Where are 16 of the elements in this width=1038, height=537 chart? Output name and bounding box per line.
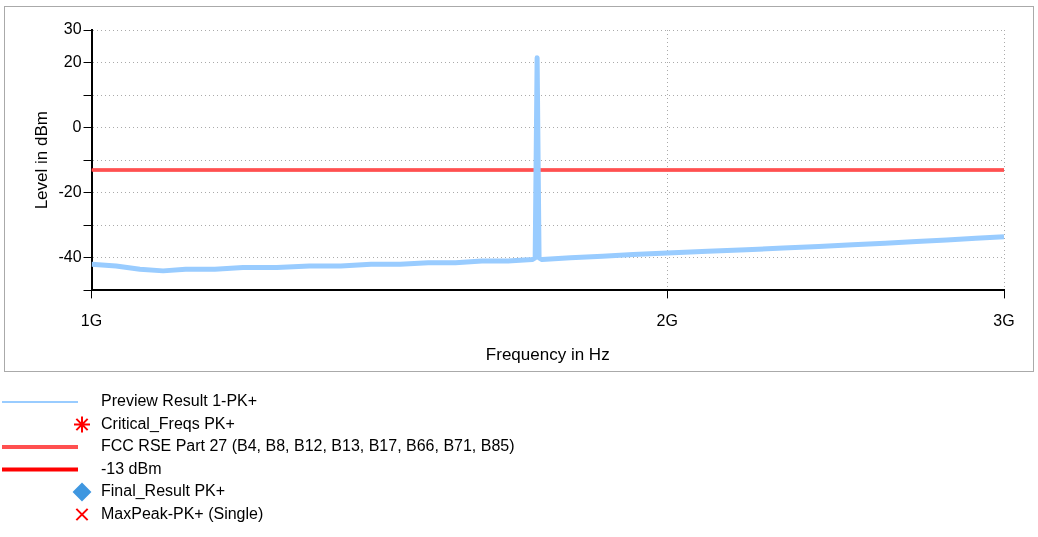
y-tick-label: -20 [58, 183, 82, 201]
legend-label: MaxPeak-PK+ (Single) [101, 504, 264, 522]
y-tick-label: -40 [58, 248, 82, 266]
legend-label: Final_Result PK+ [101, 482, 226, 501]
y-tick-label: 30 [63, 20, 82, 38]
x-tick-label: 1G [80, 312, 103, 330]
legend-label: Critical_Freqs PK+ [101, 414, 235, 433]
x-tick-label: 2G [656, 312, 678, 330]
legend-label: FCC RSE Part 27 (B4, B8, B12, B13, B17, B66, B71, B85) [101, 437, 515, 455]
y-tick-label: 0 [72, 118, 82, 136]
legend-label: -13 dBm [101, 459, 162, 477]
y-tick-label: 20 [63, 52, 82, 70]
x-tick-label: 3G [993, 312, 1015, 330]
x-axis-title: Frequency in Hz [485, 345, 610, 365]
y-axis-title: Level in dBm [31, 111, 51, 210]
legend-label: Preview Result 1-PK+ [101, 392, 258, 410]
